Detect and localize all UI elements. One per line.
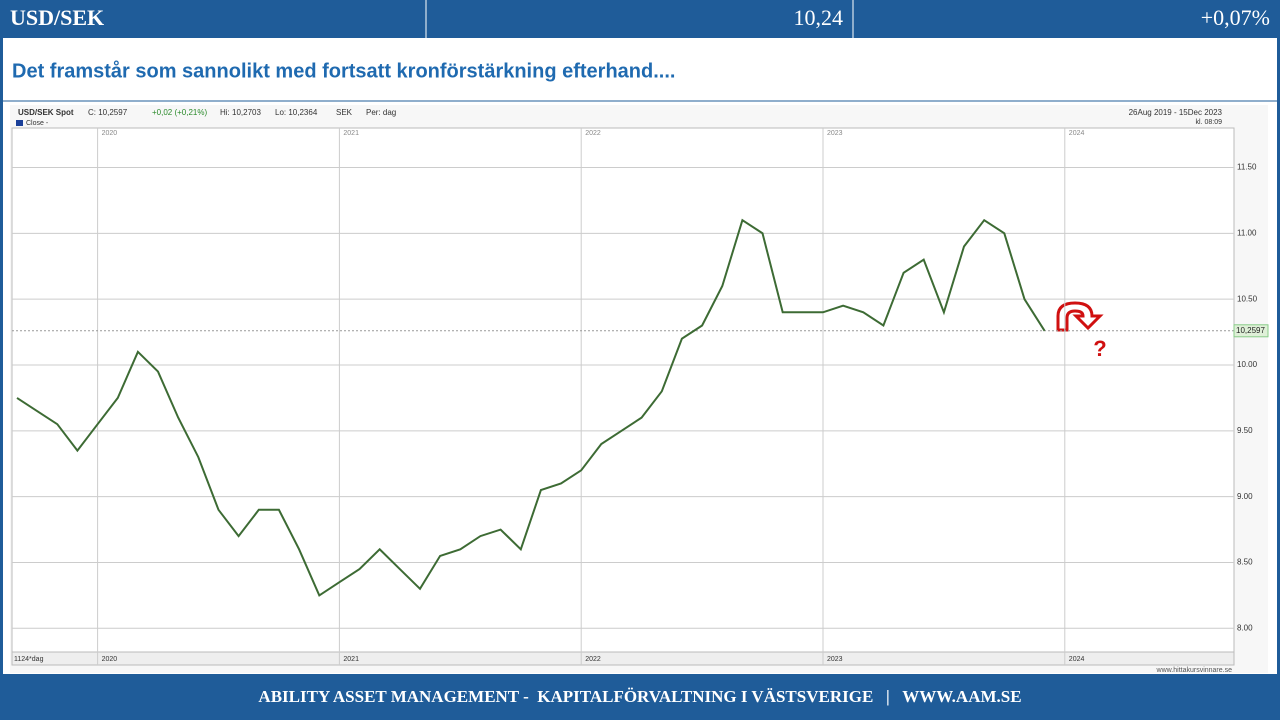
y-tick-label: 10.50 (1237, 294, 1258, 303)
chart-info: C: 10,2597 (88, 108, 128, 117)
interval: 1124*dag (14, 656, 44, 663)
x-tick-label: 2021 (343, 130, 359, 137)
legend-swatch (16, 120, 23, 126)
x-tick-label: 2022 (585, 130, 601, 137)
subtitle: Det framstår som sannolikt med fortsatt … (12, 59, 675, 82)
source: www.hittakursvinnare.se (1156, 667, 1233, 674)
pair: USD/SEK (10, 5, 104, 30)
period: 26Aug 2019 - 15Dec 2023 (1129, 108, 1223, 117)
price: 10,24 (794, 5, 844, 30)
chart-info: Per: dag (366, 108, 396, 117)
price-line (16, 218, 1046, 597)
x-tick-label: 2020 (102, 656, 118, 663)
time: kl. 08:09 (1196, 119, 1223, 126)
time-axis (11, 651, 1235, 666)
chart (10, 105, 1268, 673)
y-tick-label: 8.50 (1237, 558, 1253, 567)
arrow (1056, 301, 1104, 332)
change: +0,07% (1201, 5, 1270, 30)
y-tick-label: 11.00 (1237, 228, 1257, 237)
y-tick-label: 9.00 (1237, 492, 1253, 501)
chart-info: +0,02 (+0,21%) (152, 108, 207, 117)
annotation: ? (1093, 336, 1106, 361)
plot-area (11, 127, 1235, 653)
chart-info: Lo: 10,2364 (275, 108, 318, 117)
y-tick-label: 9.50 (1237, 426, 1253, 435)
x-tick-label: 2020 (102, 130, 118, 137)
x-tick-label: 2022 (585, 656, 601, 663)
footer: ABILITY ASSET MANAGEMENT - KAPITALFÖRVAL… (258, 687, 1021, 706)
x-tick-label: 2021 (343, 656, 359, 663)
chart-info: SEK (336, 108, 353, 117)
legend-label: Close - (26, 120, 49, 127)
y-tick-label: 8.00 (1237, 623, 1253, 632)
y-tick-label: 11.50 (1237, 163, 1257, 172)
x-tick-label: 2023 (827, 656, 843, 663)
x-tick-label: 2024 (1069, 656, 1085, 663)
x-tick-label: 2024 (1069, 130, 1085, 137)
chart-info: Hi: 10,2703 (220, 108, 261, 117)
y-tick-label: 10.00 (1237, 360, 1258, 369)
chart-title: USD/SEK Spot (18, 108, 74, 117)
last-label: 10,2597 (1236, 326, 1265, 335)
last-box (1233, 324, 1269, 338)
x-tick-label: 2023 (827, 130, 843, 137)
